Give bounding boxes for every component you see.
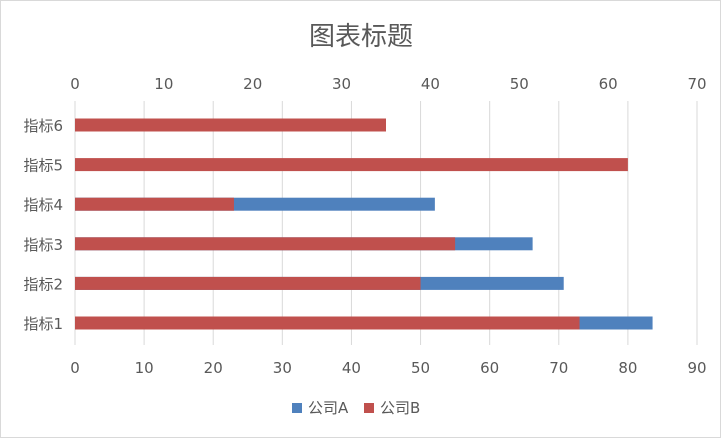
bottom-axis-ticks: 0 10 20 30 40 50 60 70 80 90	[70, 359, 706, 377]
chart-title: 图表标题	[309, 22, 413, 52]
top-tick-label: 20	[243, 75, 262, 93]
grid-lines	[74, 101, 698, 345]
category-label: 指标4	[23, 196, 63, 214]
bar-公司B-指标6	[75, 118, 386, 132]
top-axis-ticks: 0 10 20 30 40 50 60 70	[70, 75, 706, 93]
bars	[75, 118, 653, 330]
top-tick-label: 50	[510, 75, 529, 93]
legend: 公司A 公司B	[292, 399, 420, 417]
category-label: 指标3	[23, 236, 63, 254]
bottom-tick-label: 60	[480, 359, 499, 377]
legend-swatch	[292, 403, 302, 413]
bar-公司B-指标5	[75, 158, 628, 172]
legend-label: 公司A	[308, 399, 349, 417]
bar-公司B-指标1	[75, 316, 580, 330]
bottom-tick-label: 10	[135, 359, 154, 377]
top-tick-label: 0	[70, 75, 80, 93]
bottom-tick-label: 70	[549, 359, 568, 377]
legend-label: 公司B	[380, 399, 420, 417]
legend-swatch	[364, 403, 374, 413]
bottom-tick-label: 40	[342, 359, 361, 377]
category-label: 指标5	[23, 157, 63, 175]
top-tick-label: 40	[421, 75, 440, 93]
category-label: 指标1	[23, 315, 63, 333]
bar-公司B-指标3	[75, 237, 456, 251]
bar-公司B-指标2	[75, 276, 421, 290]
top-tick-label: 60	[599, 75, 618, 93]
top-tick-label: 70	[687, 75, 706, 93]
top-tick-label: 10	[154, 75, 173, 93]
category-label: 指标6	[23, 117, 63, 135]
bottom-tick-label: 50	[411, 359, 430, 377]
bar-公司B-指标4	[75, 197, 234, 211]
bottom-tick-label: 80	[618, 359, 637, 377]
top-tick-label: 30	[332, 75, 351, 93]
category-label: 指标2	[23, 275, 63, 293]
bottom-tick-label: 30	[273, 359, 292, 377]
bottom-tick-label: 90	[687, 359, 706, 377]
category-labels: 指标1 指标2 指标3 指标4 指标5 指标6	[23, 117, 63, 333]
bottom-tick-label: 20	[204, 359, 223, 377]
bottom-tick-label: 0	[70, 359, 80, 377]
